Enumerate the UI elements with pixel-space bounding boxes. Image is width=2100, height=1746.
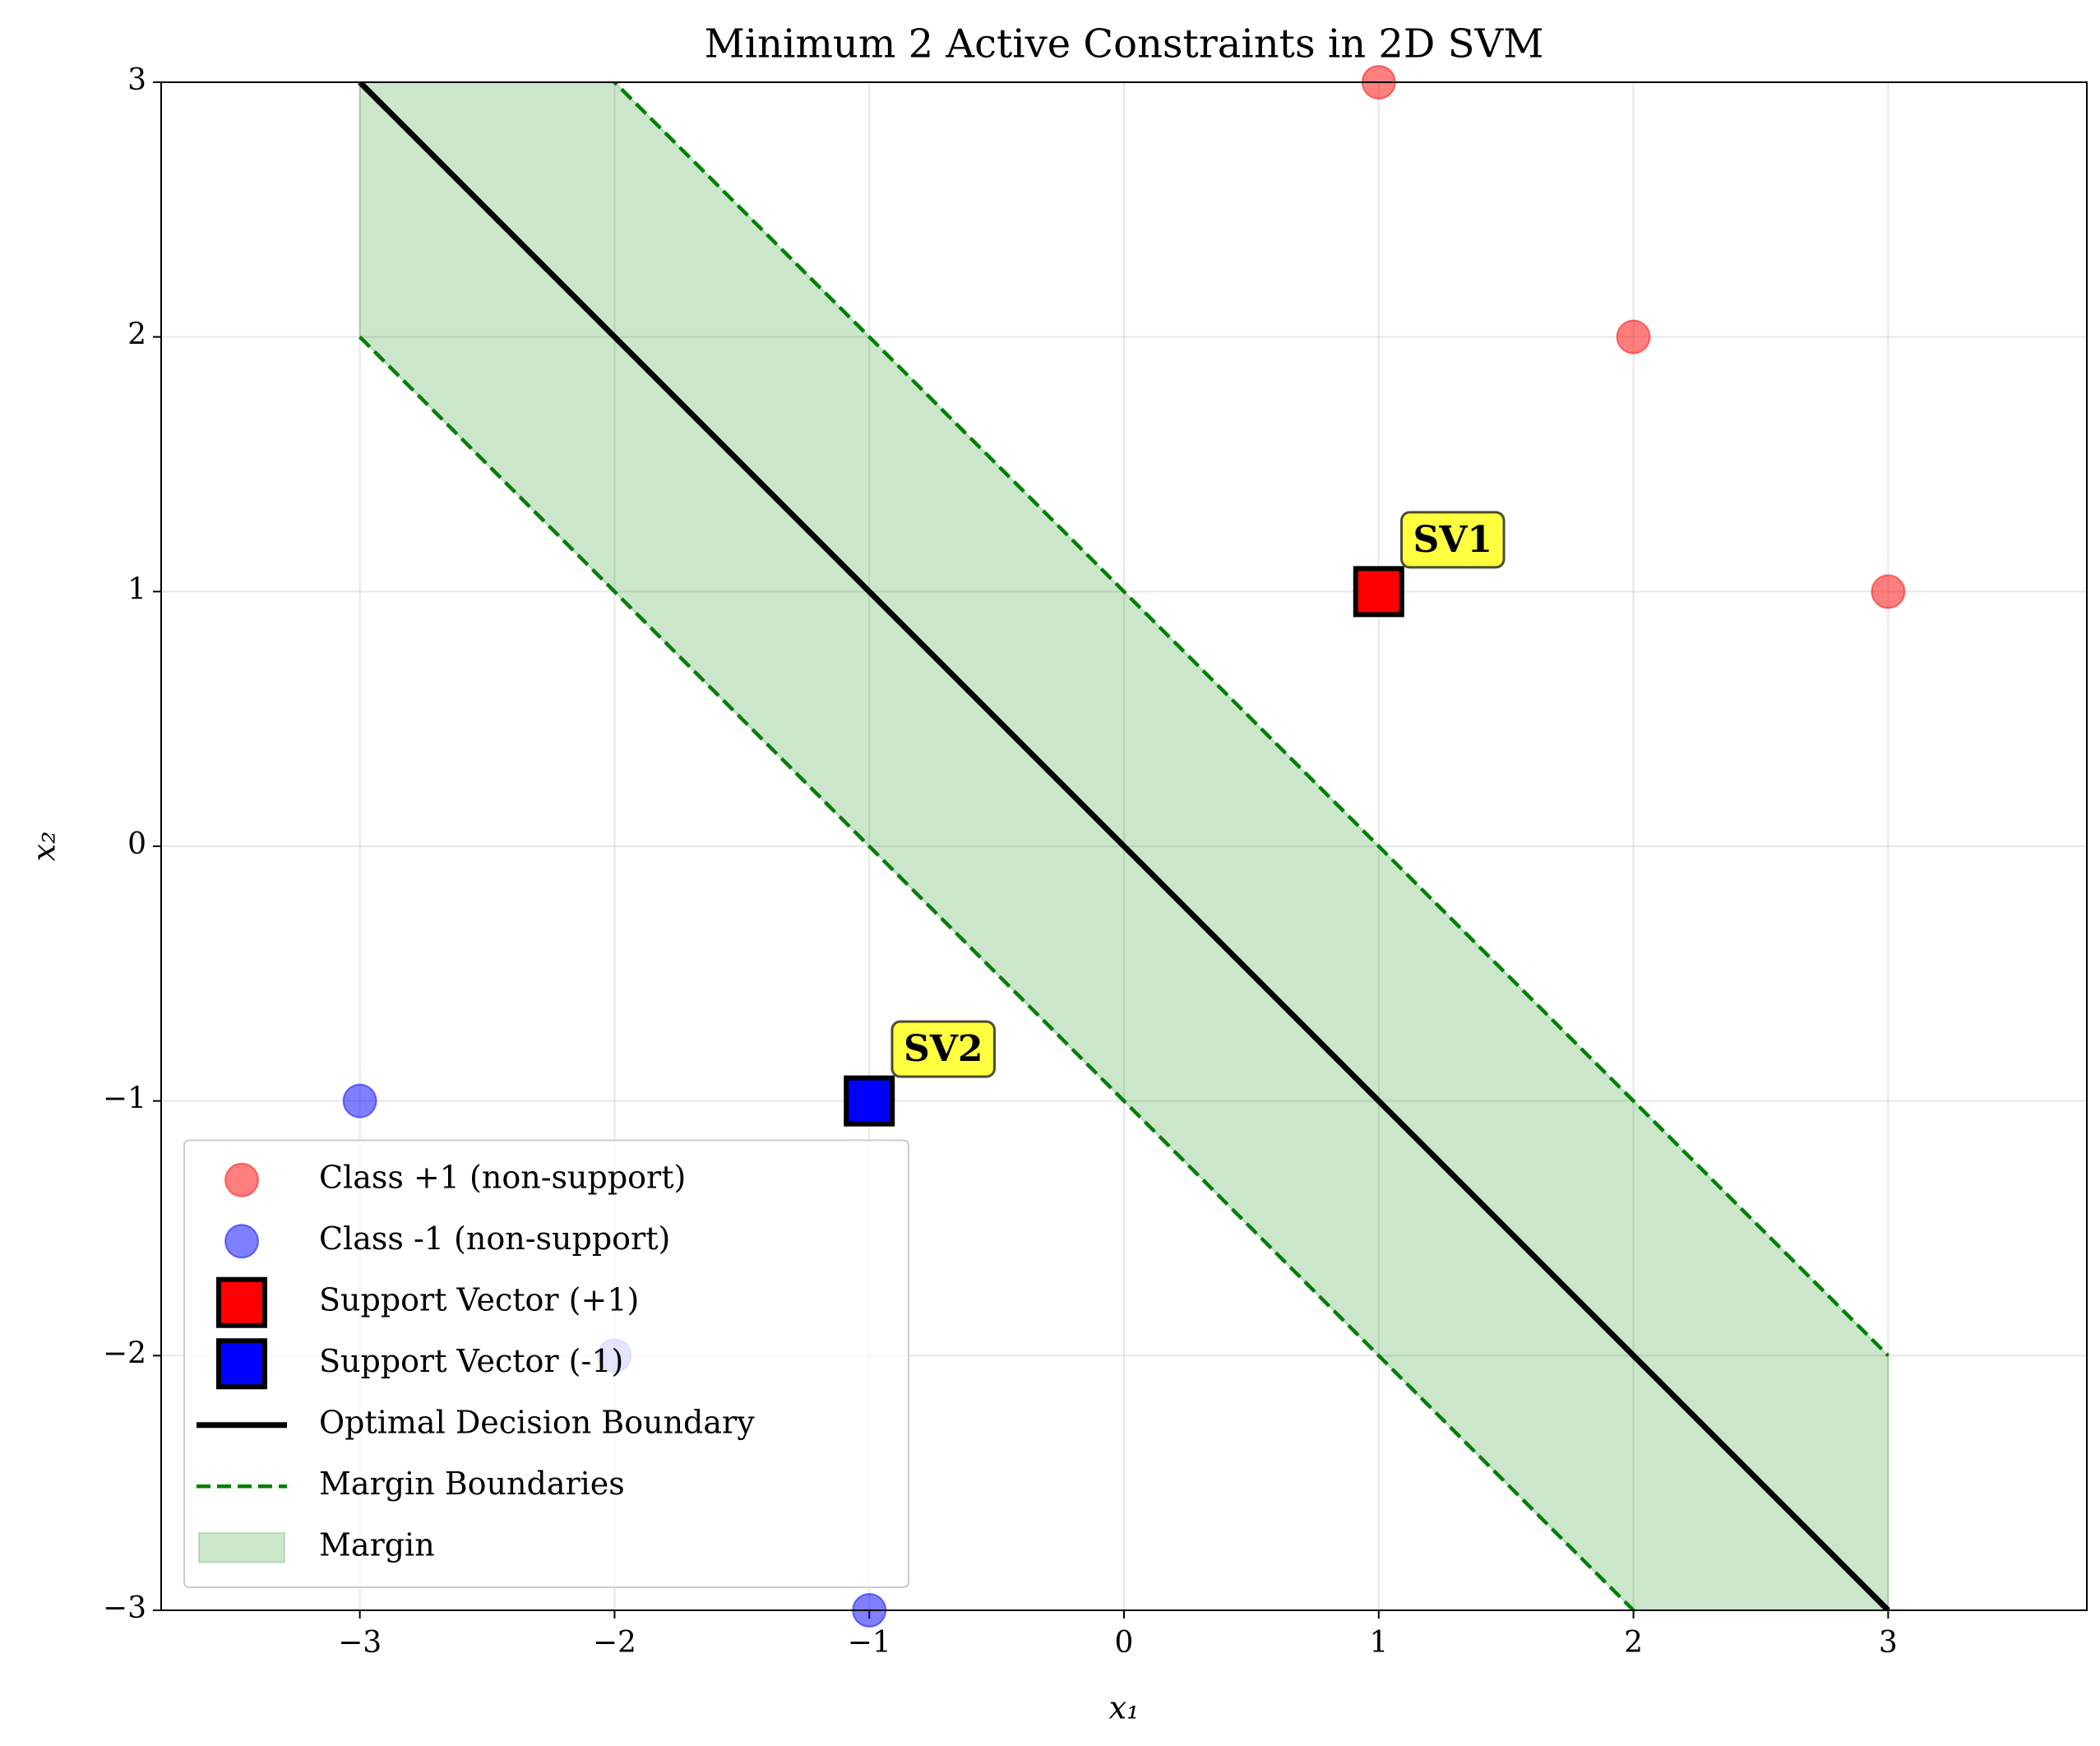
annotation: SV1 xyxy=(1400,511,1506,569)
annotation-box xyxy=(890,1020,996,1078)
legend-label: Support Vector (-1) xyxy=(319,1343,623,1379)
point xyxy=(342,1083,377,1118)
x-tick-label: −1 xyxy=(848,1626,891,1660)
x-tick-label: 1 xyxy=(1369,1626,1388,1660)
legend-label: Class -1 (non-support) xyxy=(319,1220,670,1257)
annotation-label: SV1 xyxy=(1413,519,1493,561)
y-tick-label: 2 xyxy=(127,318,146,352)
legend-swatch xyxy=(198,1531,285,1563)
y-tick-label: 1 xyxy=(127,572,146,606)
y-tick-label: −2 xyxy=(103,1336,146,1370)
support-vector xyxy=(1353,566,1404,618)
legend-label: Class +1 (non-support) xyxy=(319,1159,686,1195)
legend-label: Margin xyxy=(319,1526,435,1563)
x-axis-label: x₁ xyxy=(1109,1690,1140,1726)
legend-swatch xyxy=(224,1224,259,1259)
support-vector xyxy=(844,1075,895,1127)
legend-box xyxy=(183,1139,909,1588)
y-tick-label: 0 xyxy=(127,827,146,861)
y-tick-label: −1 xyxy=(103,1082,146,1116)
legend-swatch xyxy=(224,1162,259,1197)
margin-line xyxy=(358,82,1890,1610)
x-tick-label: 3 xyxy=(1879,1626,1898,1660)
point xyxy=(1871,574,1906,609)
y-tick-label: 3 xyxy=(127,63,146,97)
plot-area xyxy=(358,82,1890,1610)
x-tick-label: −2 xyxy=(593,1626,636,1660)
y-tick-label: −3 xyxy=(103,1591,146,1625)
x-tick-label: 0 xyxy=(1115,1626,1134,1660)
annotation-box xyxy=(1400,511,1506,569)
x-tick-label: −3 xyxy=(338,1626,382,1660)
legend: Class +1 (non-support) Class -1 (non-supp… xyxy=(183,1139,909,1588)
legend-swatch xyxy=(216,1276,267,1328)
legend-swatch xyxy=(216,1338,267,1390)
chart-title: Minimum 2 Active Constraints in 2D SVM xyxy=(705,21,1544,67)
legend-label: Support Vector (+1) xyxy=(319,1281,639,1318)
x-tick-label: 2 xyxy=(1624,1626,1643,1660)
y-axis-label: x₂ xyxy=(26,831,62,862)
legend-label: Optimal Decision Boundary xyxy=(319,1404,755,1440)
point xyxy=(1616,319,1651,354)
annotation: SV2 xyxy=(890,1020,996,1078)
decision-boundary xyxy=(358,82,1890,1610)
annotation-label: SV2 xyxy=(904,1028,983,1070)
plot-frame xyxy=(160,81,2088,1611)
legend-label: Margin Boundaries xyxy=(319,1466,625,1502)
